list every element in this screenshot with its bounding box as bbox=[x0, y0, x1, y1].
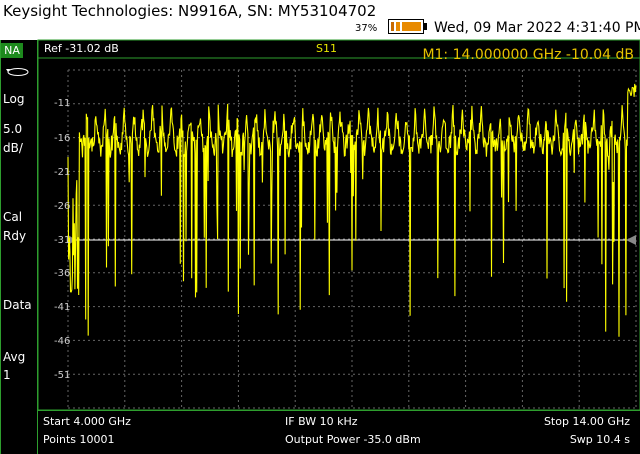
data-label: Data bbox=[3, 298, 32, 312]
start-frequency[interactable]: Start 4.000 GHz bbox=[43, 415, 131, 428]
cal-status-line1: Cal bbox=[3, 210, 23, 224]
trace-name: S11 bbox=[316, 42, 337, 55]
battery-terminal bbox=[424, 23, 427, 30]
battery-percent: 37% bbox=[355, 23, 378, 34]
mode-badge[interactable]: NA bbox=[1, 43, 23, 58]
left-status-panel: NA Log 5.0 dB/ Cal Rdy Data Avg 1 bbox=[0, 40, 38, 454]
points-count[interactable]: Points 10001 bbox=[43, 433, 115, 446]
scale-unit: dB/ bbox=[3, 141, 23, 155]
avg-label: Avg bbox=[3, 350, 26, 364]
y-tick-label: -36 bbox=[54, 268, 71, 279]
if-bandwidth[interactable]: IF BW 10 kHz bbox=[285, 415, 358, 428]
output-power[interactable]: Output Power -35.0 dBm bbox=[285, 433, 421, 446]
avg-value: 1 bbox=[3, 368, 11, 382]
marker-readout: M1: 14.000000 GHz -10.04 dB bbox=[422, 47, 634, 63]
datetime: Wed, 09 Mar 2022 4:31:40 PM bbox=[434, 20, 640, 36]
sweep-info-bar: Start 4.000 GHz Points 10001 IF BW 10 kH… bbox=[38, 410, 640, 454]
scale-value: 5.0 bbox=[3, 122, 23, 136]
s11-trace bbox=[67, 83, 637, 337]
y-tick-label: -16 bbox=[54, 133, 71, 144]
ref-marker-right bbox=[626, 235, 636, 245]
y-tick-label: -51 bbox=[54, 370, 71, 381]
title-bar: Keysight Technologies: N9916A, SN: MY531… bbox=[0, 0, 640, 40]
cal-status-line2: Rdy bbox=[3, 229, 27, 243]
battery-icon bbox=[388, 19, 424, 34]
y-tick-label: -46 bbox=[54, 336, 71, 347]
reference-level: Ref -31.02 dB bbox=[44, 42, 119, 55]
scale-type: Log bbox=[3, 92, 25, 106]
y-tick-label: -26 bbox=[54, 201, 71, 212]
y-tick-label: -41 bbox=[54, 302, 71, 313]
sweep-loop-icon bbox=[6, 68, 29, 76]
stop-frequency[interactable]: Stop 14.00 GHz bbox=[543, 415, 630, 428]
plot-grid bbox=[67, 69, 637, 409]
sweep-time[interactable]: Swp 10.4 s bbox=[569, 433, 630, 446]
y-tick-label: -21 bbox=[54, 167, 71, 178]
instrument-title: Keysight Technologies: N9916A, SN: MY531… bbox=[3, 2, 377, 20]
y-tick-label: -31 bbox=[54, 235, 71, 246]
y-tick-label: -11 bbox=[54, 98, 71, 109]
